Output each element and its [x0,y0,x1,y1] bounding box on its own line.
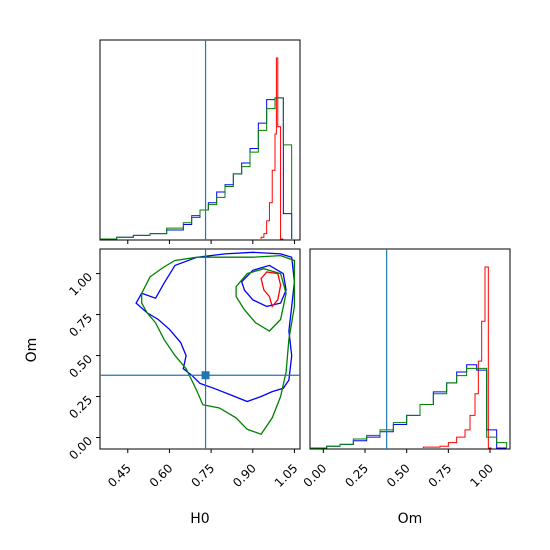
om-tick-label-0: 0.00 [66,434,95,463]
om-tick-label-1: 0.25 [66,393,95,422]
contour-1 [240,264,287,308]
contour-0 [135,251,296,403]
truth-marker [201,371,210,380]
h0-histogram-frame [99,39,301,241]
om-histogram-panel: 0.00 0.25 0.50 0.75 1.00 Om [301,248,511,527]
contour-frame [99,248,301,450]
contour-4 [260,271,282,308]
h0-histogram-panel [99,39,301,244]
om-hist-tick-label-3: 0.75 [426,461,455,490]
om-hist-tick-label-1: 0.25 [342,461,371,490]
om-hist-series-0 [422,266,492,449]
om-histogram-frame [309,248,511,450]
contour-3 [235,268,287,332]
om-hist-series-1 [310,364,507,449]
h0-tick-label-1: 0.60 [147,461,176,490]
om-hist-tick-label-2: 0.50 [384,461,413,490]
contour-2 [141,254,296,435]
h0-tick-label-2: 0.75 [188,461,217,490]
h0-om-contour-panel: 0.45 0.60 0.75 0.90 1.05 0.00 0.25 0.50 0.75 1.0… [24,248,301,527]
h0-hist-series-2 [100,97,293,240]
om-tick-label-3: 0.75 [66,311,95,340]
h0-hist-series-1 [100,97,293,240]
om-hist-tick-label-4: 1.00 [467,461,496,490]
om-hist-tick-label-0: 0.00 [301,461,330,490]
h0-tick-label-0: 0.45 [105,461,134,490]
om-axis-label-x: Om [398,511,423,527]
h0-tick-label-4: 1.05 [272,461,301,490]
om-axis-label-y: Om [24,338,40,363]
h0-axis-label: H0 [190,511,209,527]
om-tick-label-2: 0.50 [66,352,95,381]
om-hist-series-2 [310,367,508,449]
h0-tick-label-3: 0.90 [230,461,259,490]
h0-hist-series-0 [260,57,284,240]
om-tick-label-4: 1.00 [66,270,95,299]
